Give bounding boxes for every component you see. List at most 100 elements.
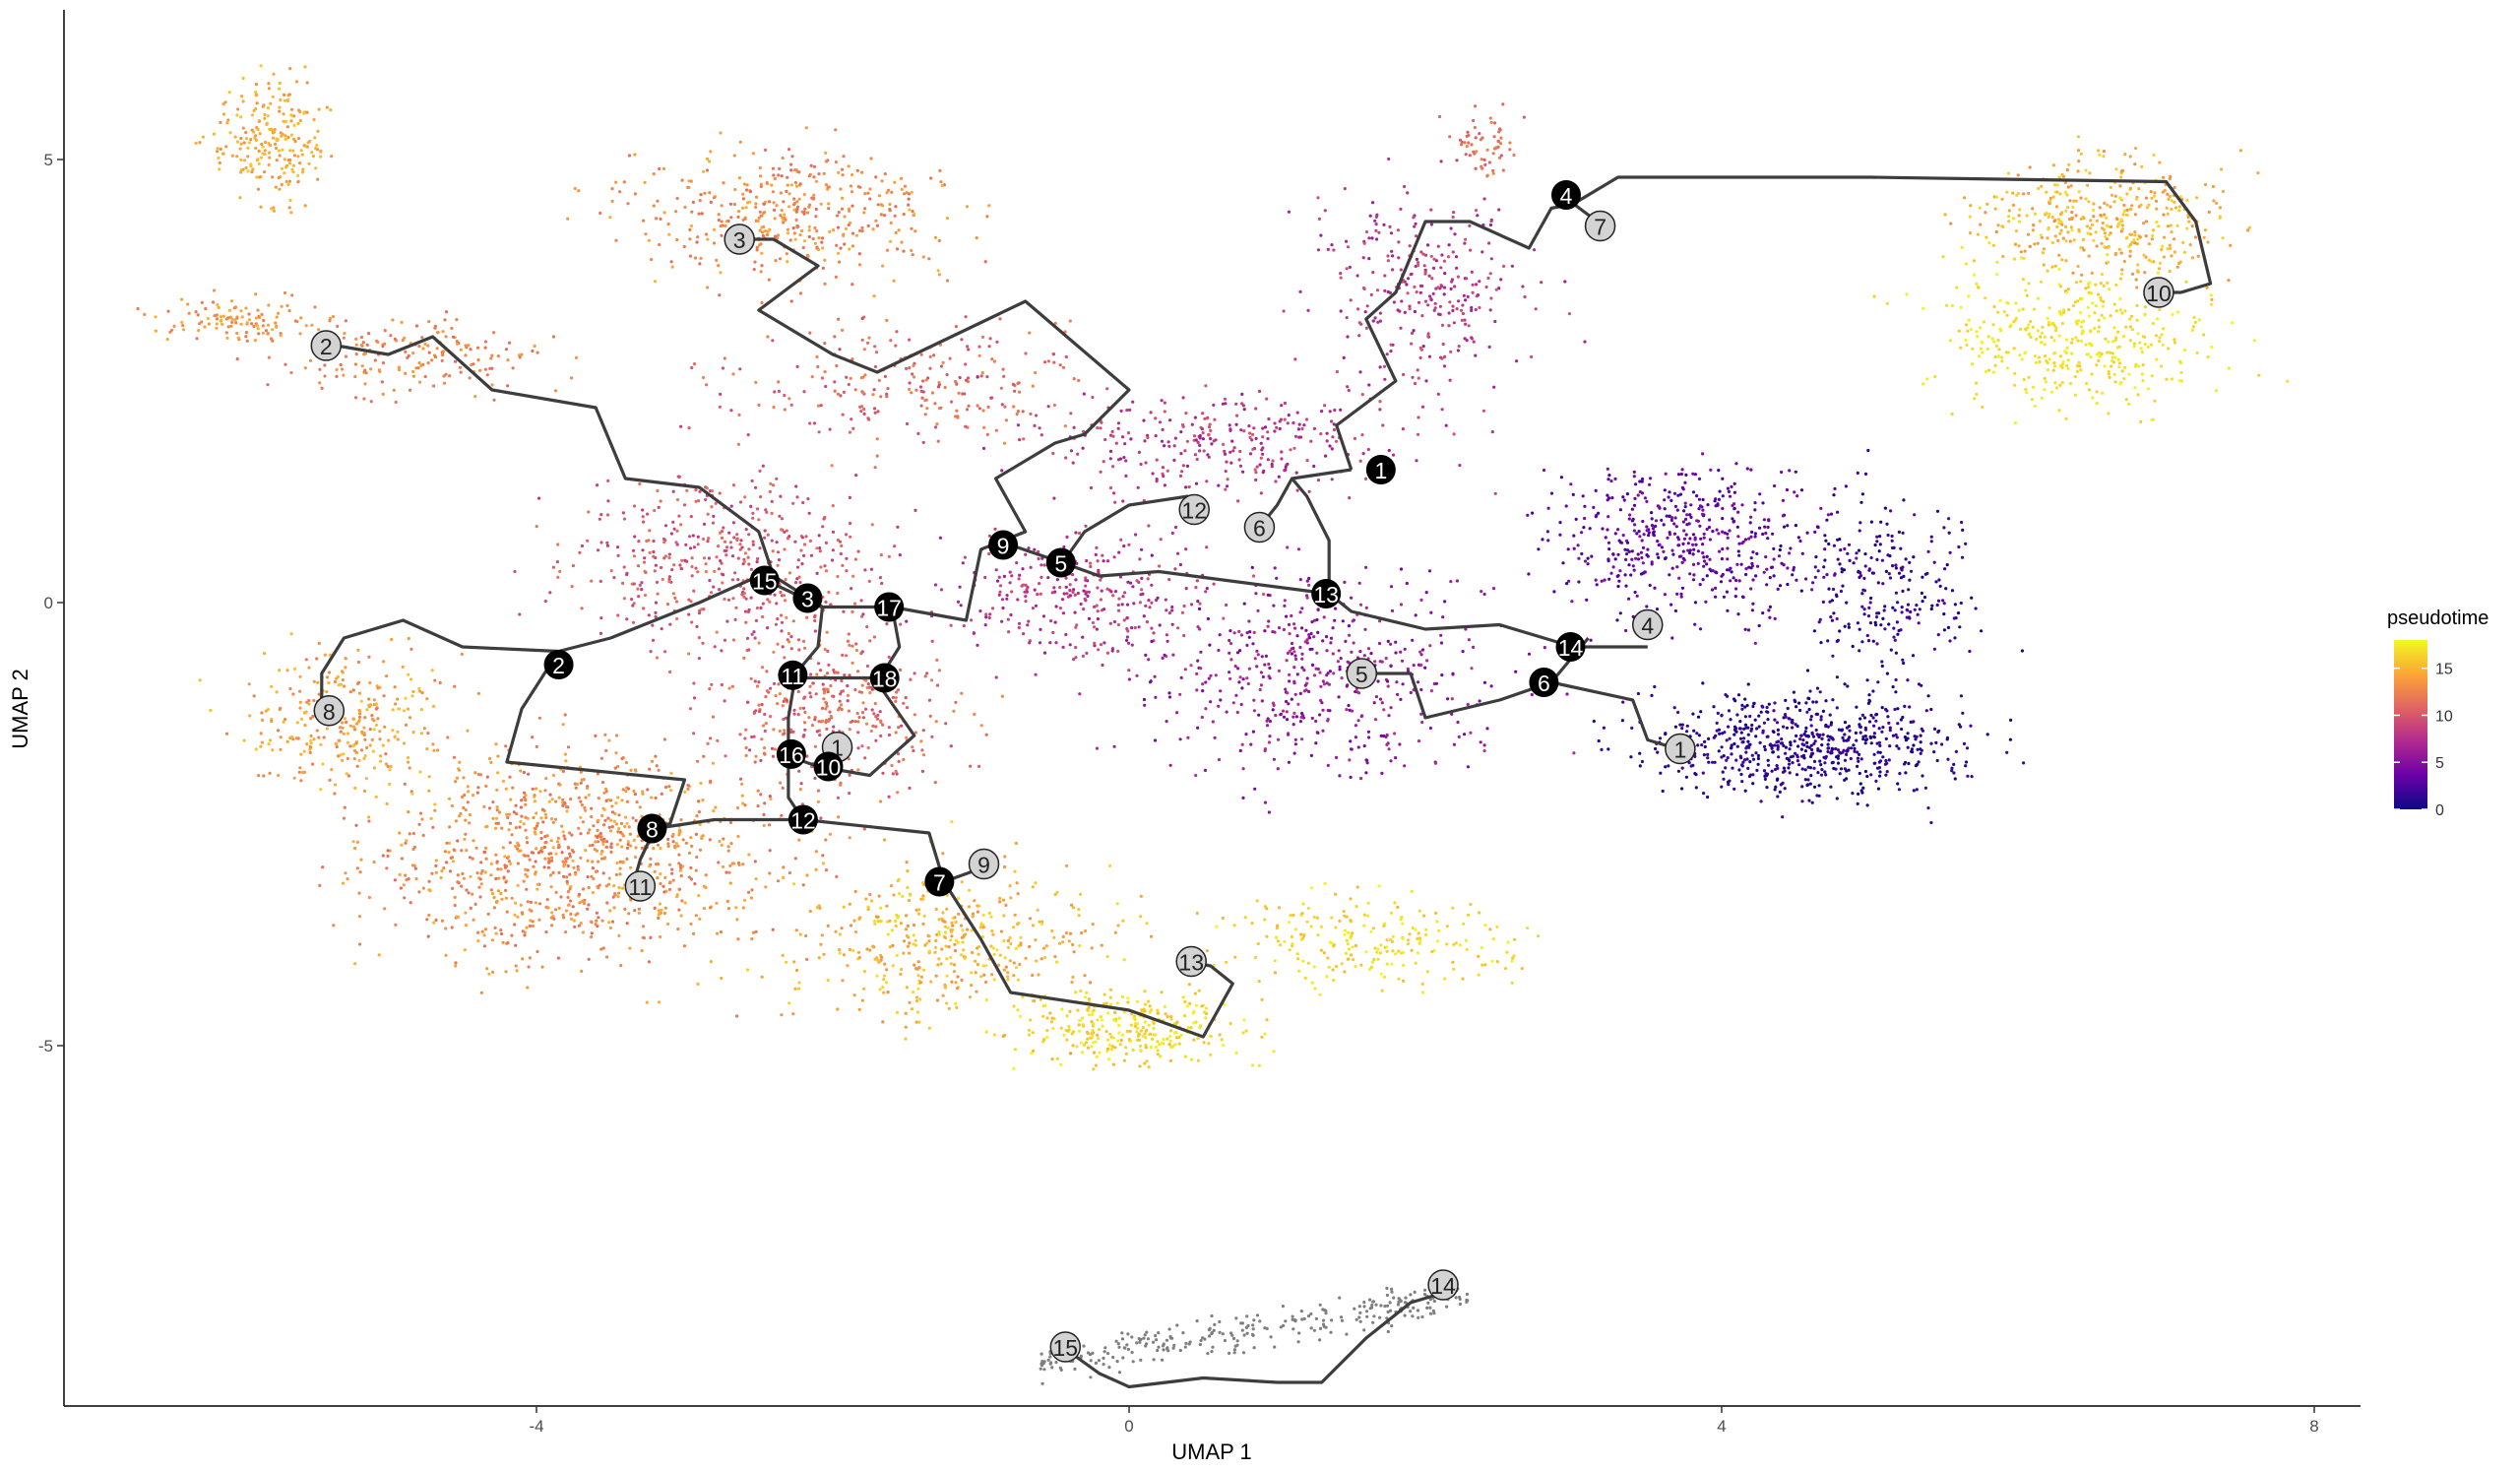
cell-point bbox=[1123, 591, 1127, 595]
cell-point bbox=[290, 167, 294, 171]
cell-point bbox=[768, 823, 772, 827]
cell-point bbox=[456, 839, 460, 843]
cell-point bbox=[1129, 1023, 1133, 1027]
cell-point bbox=[256, 327, 260, 331]
cell-point bbox=[1143, 1020, 1147, 1024]
cell-point bbox=[704, 562, 708, 566]
cell-point bbox=[1097, 570, 1101, 574]
cell-point bbox=[1165, 608, 1168, 612]
cell-point bbox=[615, 861, 619, 865]
cell-point bbox=[432, 704, 436, 709]
cell-point bbox=[692, 589, 696, 593]
cell-point bbox=[271, 136, 276, 140]
cell-point bbox=[727, 531, 731, 535]
cell-point bbox=[394, 400, 398, 405]
cell-point bbox=[1260, 1035, 1264, 1039]
cell-point bbox=[894, 699, 898, 703]
cell-point bbox=[219, 120, 222, 125]
cell-point bbox=[816, 404, 821, 408]
cell-point bbox=[764, 885, 768, 889]
cell-point bbox=[716, 738, 720, 742]
cell-point bbox=[640, 588, 644, 592]
cell-point bbox=[939, 962, 943, 966]
cell-point bbox=[384, 752, 388, 756]
cell-point bbox=[808, 172, 812, 176]
cell-point bbox=[1102, 559, 1105, 563]
cell-point bbox=[1207, 1042, 1211, 1046]
cell-point bbox=[808, 421, 812, 425]
cell-point bbox=[817, 662, 821, 666]
cell-point bbox=[792, 882, 796, 886]
cell-point bbox=[279, 747, 283, 751]
cell-point bbox=[614, 751, 618, 755]
cell-point bbox=[916, 960, 920, 964]
cell-point bbox=[1307, 583, 1311, 588]
cell-point bbox=[1388, 937, 1393, 942]
cell-point bbox=[579, 799, 583, 803]
cell-point bbox=[912, 923, 916, 927]
cell-point bbox=[1140, 1008, 1144, 1012]
cell-point bbox=[1074, 991, 1078, 994]
cell-point bbox=[712, 809, 716, 813]
cell-point bbox=[1439, 633, 1443, 637]
cell-point bbox=[1315, 731, 1319, 735]
cell-point bbox=[871, 227, 875, 231]
cell-point bbox=[1042, 563, 1046, 567]
cell-point bbox=[633, 535, 637, 539]
cell-point bbox=[909, 677, 913, 681]
cell-point bbox=[824, 569, 829, 573]
cell-point bbox=[1322, 682, 1326, 686]
cell-point bbox=[257, 119, 261, 123]
cell-point bbox=[792, 708, 796, 712]
cell-point bbox=[1082, 1043, 1087, 1047]
cell-point bbox=[412, 845, 416, 850]
cell-point bbox=[597, 860, 600, 863]
cell-point bbox=[292, 154, 296, 158]
cell-point bbox=[760, 214, 764, 218]
cell-point bbox=[410, 677, 413, 681]
cell-point bbox=[507, 828, 511, 832]
cell-point bbox=[1401, 427, 1405, 431]
cell-point bbox=[970, 971, 974, 975]
cell-point bbox=[854, 474, 858, 478]
cell-point bbox=[250, 113, 255, 117]
cell-point bbox=[763, 801, 767, 805]
cell-point bbox=[789, 635, 793, 639]
cell-point bbox=[1051, 352, 1056, 356]
cell-point bbox=[1096, 609, 1100, 613]
cell-point bbox=[539, 836, 543, 841]
cell-point bbox=[945, 957, 949, 961]
cell-point bbox=[669, 771, 673, 775]
cell-point bbox=[568, 852, 572, 856]
cell-point bbox=[590, 931, 594, 935]
cell-point bbox=[216, 150, 220, 154]
cell-point bbox=[519, 769, 523, 773]
cell-point bbox=[1201, 412, 1205, 416]
cell-point bbox=[268, 771, 272, 776]
cell-point bbox=[929, 980, 933, 984]
cell-point bbox=[823, 564, 827, 568]
cell-point bbox=[780, 1013, 784, 1017]
cell-point bbox=[1149, 1046, 1153, 1050]
cell-point bbox=[657, 1000, 662, 1004]
cell-point bbox=[1007, 630, 1011, 634]
cell-point bbox=[791, 730, 795, 735]
cell-point bbox=[1135, 999, 1139, 1003]
cell-point bbox=[857, 1007, 861, 1011]
cell-point bbox=[1289, 448, 1292, 452]
cell-point bbox=[869, 729, 873, 734]
cell-point bbox=[830, 558, 835, 562]
cell-point bbox=[1015, 881, 1019, 885]
cell-point bbox=[842, 953, 847, 957]
cell-point bbox=[605, 901, 609, 905]
cell-point bbox=[495, 788, 499, 792]
cell-point bbox=[1183, 1055, 1187, 1058]
cell-point bbox=[1293, 742, 1297, 746]
cell-point bbox=[1466, 702, 1470, 707]
cell-point bbox=[537, 716, 542, 720]
cell-point bbox=[256, 187, 261, 191]
cell-point bbox=[587, 885, 591, 890]
cell-point bbox=[1138, 557, 1142, 561]
cell-point bbox=[865, 947, 869, 951]
cell-point bbox=[856, 731, 860, 735]
